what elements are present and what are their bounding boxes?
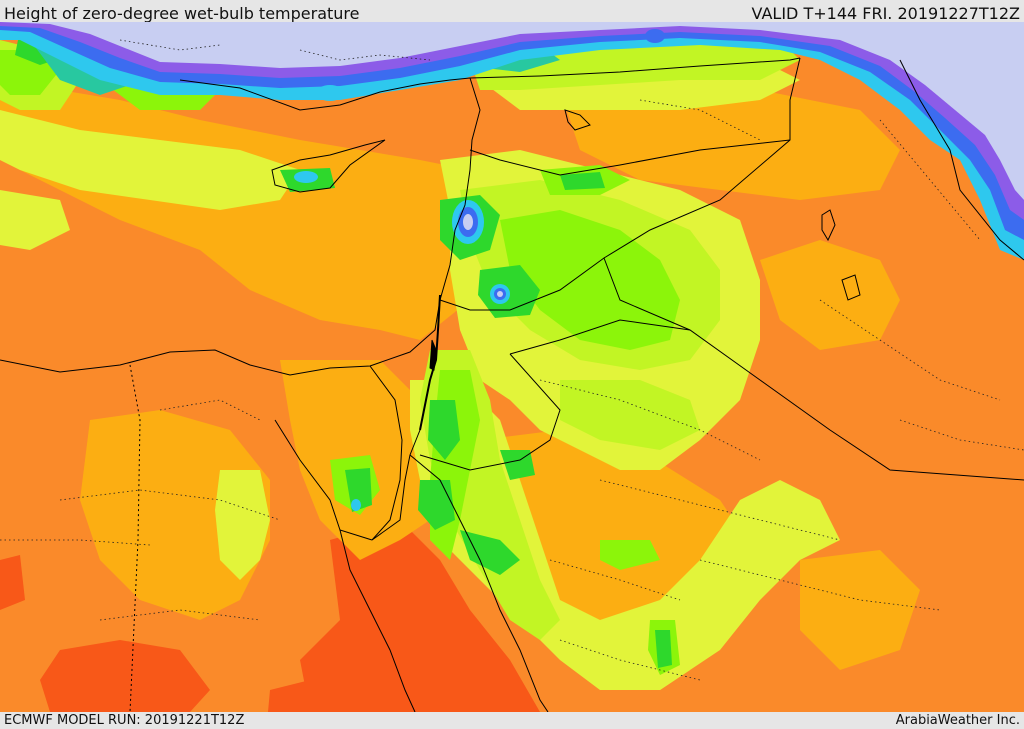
cold-zones xyxy=(0,22,1024,511)
borders xyxy=(0,57,1024,712)
model-run-label: ECMWF MODEL RUN: 20191221T12Z xyxy=(4,713,245,728)
weather-map xyxy=(0,22,1024,712)
deep-orange-zones xyxy=(0,520,540,712)
credit-label: ArabiaWeather Inc. xyxy=(895,713,1020,728)
footer-bar: ECMWF MODEL RUN: 20191221T12Z ArabiaWeat… xyxy=(0,712,1024,729)
title-bar: Height of zero-degree wet-bulb temperatu… xyxy=(0,0,1024,23)
admin-boundaries xyxy=(0,39,1024,681)
map-canvas xyxy=(0,22,1024,712)
map-title: Height of zero-degree wet-bulb temperatu… xyxy=(4,4,360,23)
bright-green-zones xyxy=(15,30,672,668)
valid-time-label: VALID T+144 FRI. 20191227T12Z xyxy=(751,4,1020,23)
